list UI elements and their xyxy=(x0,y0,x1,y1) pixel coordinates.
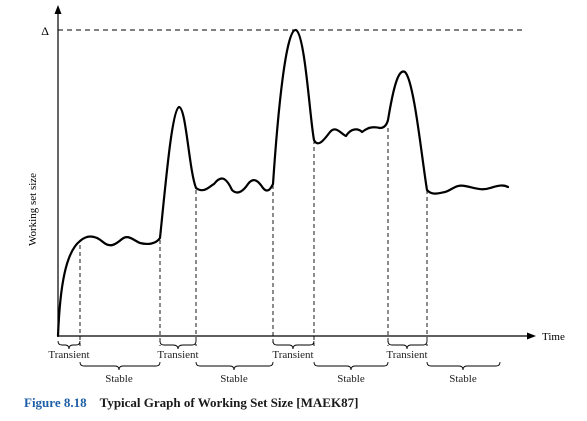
phase-label-transient: Transient xyxy=(386,349,427,361)
stable-braces xyxy=(79,361,501,371)
phase-label-stable: Stable xyxy=(105,373,133,385)
brace xyxy=(57,340,81,350)
phase-label-stable: Stable xyxy=(337,373,365,385)
figure-number: Figure 8.18 xyxy=(24,395,87,410)
phase-label-transient: Transient xyxy=(157,349,198,361)
phase-label-stable: Stable xyxy=(449,373,477,385)
delta-label: Δ xyxy=(41,24,49,38)
phase-label-transient: Transient xyxy=(272,349,313,361)
figure-caption: Figure 8.18 Typical Graph of Working Set… xyxy=(24,395,358,411)
brace xyxy=(426,361,501,371)
figure-title: Typical Graph of Working Set Size [MAEK8… xyxy=(99,395,359,410)
brace xyxy=(79,361,161,371)
phase-boundaries xyxy=(79,128,428,346)
y-axis-label: Working set size xyxy=(27,173,39,246)
brace xyxy=(313,361,389,371)
working-set-curve xyxy=(56,28,510,338)
x-axis-label: Time xyxy=(542,331,565,343)
phase-label-transient: Transient xyxy=(48,349,89,361)
brace xyxy=(159,340,197,350)
brace xyxy=(387,340,428,350)
x-axis-arrow xyxy=(527,332,536,340)
y-axis-arrow xyxy=(54,5,62,14)
brace xyxy=(195,361,274,371)
brace xyxy=(272,340,315,350)
transient-braces xyxy=(57,340,428,350)
phase-label-stable: Stable xyxy=(220,373,248,385)
